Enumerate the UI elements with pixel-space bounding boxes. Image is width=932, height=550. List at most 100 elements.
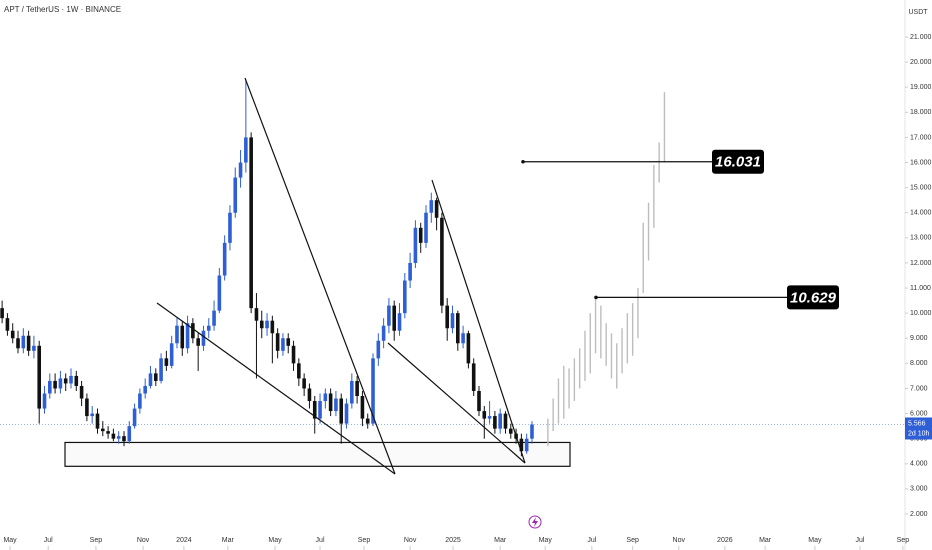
x-tick-label: Mar xyxy=(494,537,507,544)
candle-body xyxy=(26,335,31,351)
candle-body xyxy=(403,280,407,314)
target-label: 16.031 xyxy=(715,154,761,171)
candle-body xyxy=(461,333,465,344)
candle-body xyxy=(466,333,471,364)
candle-body xyxy=(74,375,79,386)
candle-body xyxy=(228,212,232,243)
target-box xyxy=(712,149,764,174)
x-tick-label: Jul xyxy=(316,537,325,544)
candle-body xyxy=(498,413,502,429)
candle-body xyxy=(328,393,333,412)
candle-body xyxy=(116,436,121,439)
y-tick-label: 7.000 xyxy=(910,385,928,392)
y-tick-label: 3.000 xyxy=(910,486,928,493)
y-tick-label: 9.000 xyxy=(910,335,928,342)
candle-body xyxy=(10,330,15,339)
candle-body xyxy=(413,227,418,263)
candle-body xyxy=(365,418,370,424)
chart-title: APT / TetherUS · 1W · BINANCE xyxy=(4,5,121,14)
candle-body xyxy=(201,330,206,346)
candle-body xyxy=(440,217,444,306)
target-anchor xyxy=(594,295,598,300)
x-tick-label: May xyxy=(3,537,17,544)
x-tick-label: Sep xyxy=(626,537,639,544)
candle-body xyxy=(159,358,163,381)
x-tick-label: Sep xyxy=(897,537,910,544)
x-tick-label: Mar xyxy=(759,537,772,544)
candle-body xyxy=(307,388,312,402)
candle-body xyxy=(281,338,285,351)
x-tick-label: Sep xyxy=(358,537,371,544)
y-tick-label: 18.000 xyxy=(910,109,932,116)
candle-body xyxy=(482,411,487,419)
candle-body xyxy=(530,424,534,439)
candle-body xyxy=(392,305,397,331)
candle-body xyxy=(191,323,195,339)
candle-body xyxy=(222,242,227,276)
candle-body xyxy=(244,137,248,163)
candle-body xyxy=(318,401,322,419)
candle-body xyxy=(53,380,57,389)
candle-body xyxy=(122,436,126,442)
candle-body xyxy=(233,177,238,213)
candle-body xyxy=(132,408,137,427)
candle-body xyxy=(286,338,291,346)
candle-body xyxy=(297,363,301,379)
candle-body xyxy=(429,200,434,213)
candle-body xyxy=(37,345,42,409)
candle-body xyxy=(63,378,68,384)
x-tick-label: 2025 xyxy=(445,537,461,544)
y-tick-label: 14.000 xyxy=(910,210,932,217)
countdown-label: 2d 10h xyxy=(908,430,930,437)
candle-body xyxy=(323,393,328,402)
candle-body xyxy=(275,333,280,351)
candle-body xyxy=(196,338,200,346)
y-tick-label: 20.000 xyxy=(910,59,932,66)
candle-body xyxy=(148,373,153,386)
candle-body xyxy=(169,343,174,366)
candle-body xyxy=(397,313,402,331)
candle-body xyxy=(355,380,359,397)
target-anchor xyxy=(521,159,525,164)
candle-body xyxy=(524,438,529,452)
candle-body xyxy=(5,318,10,331)
x-tick-label: May xyxy=(808,537,822,544)
candle-body xyxy=(48,380,52,394)
x-tick-label: Jul xyxy=(587,537,596,544)
x-tick-label: Jul xyxy=(44,537,53,544)
candle-body xyxy=(69,375,73,384)
y-tick-label: 6.000 xyxy=(910,410,928,417)
candle-body xyxy=(175,325,179,344)
x-tick-label: Nov xyxy=(404,537,417,544)
candle-body xyxy=(291,345,296,364)
candle-body xyxy=(302,378,306,389)
candle-body xyxy=(265,320,269,329)
alert-icon[interactable] xyxy=(528,515,542,529)
x-tick-label: Mar xyxy=(222,537,235,544)
trendlines xyxy=(156,77,526,475)
x-tick-label: May xyxy=(539,537,553,544)
candle-body xyxy=(106,431,110,434)
candle-body xyxy=(85,398,89,417)
target-box xyxy=(787,285,839,310)
y-tick-label: 8.000 xyxy=(910,360,928,367)
candle-body xyxy=(418,227,423,243)
candle-body xyxy=(339,398,344,424)
candle-body xyxy=(206,325,211,331)
candle-body xyxy=(42,393,47,409)
y-tick-label: 2.000 xyxy=(910,511,928,518)
candle-body xyxy=(371,358,375,424)
candle-body xyxy=(185,323,190,349)
trendline xyxy=(387,342,526,464)
x-tick-label: May xyxy=(268,537,282,544)
y-tick-label: 21.000 xyxy=(910,34,932,41)
candle-body xyxy=(212,310,216,326)
candle-body xyxy=(519,438,524,452)
candle-body xyxy=(153,373,158,381)
candle-body xyxy=(344,403,349,424)
x-tick-label: 2026 xyxy=(717,537,733,544)
last-price-label: 5.566 xyxy=(908,420,926,427)
candle-body xyxy=(503,413,508,429)
candle-body xyxy=(95,413,100,429)
